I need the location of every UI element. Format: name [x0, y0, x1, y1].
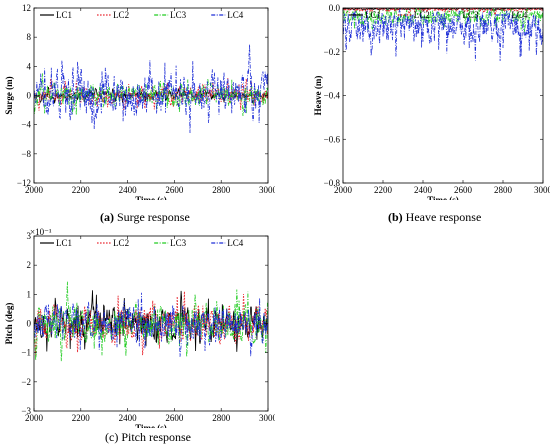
y-axis-label: Heave (m) [313, 76, 323, 116]
legend-label-lc2: LC2 [414, 10, 430, 20]
x-axis-label: Time (s) [135, 423, 167, 428]
legend-label-lc3: LC3 [170, 10, 187, 20]
y-tick-label: 3 [27, 231, 32, 241]
y-tick-label: 4 [27, 61, 32, 71]
y-axis-label: Pitch (deg) [4, 303, 14, 345]
y-tick-label: −1 [21, 348, 31, 358]
y-tick-label: −8 [21, 149, 31, 159]
series-line-lc3 [34, 281, 268, 362]
series-line-lc4 [343, 8, 543, 62]
series-line-lc4 [34, 292, 268, 357]
x-tick-label: 2400 [119, 413, 138, 423]
caption-pitch: (c) Pitch response [105, 430, 191, 445]
legend-label-lc2: LC2 [113, 10, 129, 20]
x-tick-label: 2600 [165, 185, 184, 195]
legend-label-lc2: LC2 [113, 238, 129, 248]
caption-text: Heave response [405, 210, 482, 224]
heave-chart: 2000 2200 2400 2600 2800 3000 −0.8 −0.6 −0.4 −0.2… [313, 3, 550, 200]
series-line-lc3 [343, 8, 543, 33]
legend-label-lc3: LC3 [463, 10, 480, 20]
legend: LC1 LC2 LC3 LC4 [40, 238, 244, 248]
series-line-lc4 [34, 44, 268, 134]
legend-label-lc4: LC4 [511, 10, 528, 20]
y-tick-label: −12 [17, 178, 31, 188]
y-tick-label: 8 [27, 32, 32, 42]
y-axis-label: Surge (m) [4, 76, 14, 114]
y-tick-label: −0.4 [324, 91, 341, 101]
surge-chart: 2000 2200 2400 2600 2800 3000 −12 −8 −4 0 4 8 12 Time… [4, 3, 275, 200]
legend: LC1 LC2 LC3 LC4 [349, 10, 528, 20]
caption-text: Pitch response [121, 430, 191, 444]
series-traces [34, 44, 268, 134]
x-tick-label: 3000 [534, 185, 550, 195]
x-tick-label: 2400 [119, 185, 138, 195]
y-tick-label: −0.8 [324, 178, 341, 188]
y-axis-multiplier: ×10⁻¹ [30, 228, 52, 237]
legend-label-lc1: LC1 [56, 10, 72, 20]
y-tick-label: −0.2 [324, 47, 340, 57]
series-traces [34, 281, 268, 362]
x-tick-label: 2600 [454, 185, 473, 195]
x-axis-label: Time (s) [427, 195, 459, 200]
y-tick-label: 0 [27, 91, 32, 101]
caption-label: (b) [388, 210, 403, 224]
y-tick-label: −3 [21, 406, 31, 416]
x-tick-label: 2200 [72, 413, 91, 423]
y-tick-label: 12 [22, 3, 31, 13]
x-tick-label: 2800 [494, 185, 513, 195]
legend-label-lc4: LC4 [227, 238, 244, 248]
pitch-chart: 2000 2200 2400 2600 2800 3000 −3 −2 −1 0 1 2 3 Time (… [4, 228, 275, 428]
x-tick-label: 2000 [334, 185, 353, 195]
y-tick-label: −0.6 [324, 134, 341, 144]
y-tick-label: −2 [21, 377, 31, 387]
caption-label: (c) [105, 430, 119, 444]
y-tick-label: 2 [27, 260, 32, 270]
caption-text: Surge response [117, 210, 190, 224]
x-tick-label: 2200 [72, 185, 91, 195]
caption-surge: (a) Surge response [100, 210, 190, 225]
legend: LC1 LC2 LC3 LC4 [40, 10, 244, 20]
x-tick-label: 2000 [25, 185, 44, 195]
caption-label: (a) [100, 210, 114, 224]
y-tick-label: 1 [27, 289, 32, 299]
series-line-lc2 [34, 78, 268, 111]
caption-heave: (b) Heave response [388, 210, 481, 225]
x-tick-label: 2800 [212, 413, 231, 423]
legend-label-lc3: LC3 [170, 238, 187, 248]
series-line-lc3 [34, 73, 268, 116]
x-tick-label: 2000 [25, 413, 44, 423]
x-tick-label: 3000 [259, 185, 275, 195]
legend-label-lc1: LC1 [56, 238, 72, 248]
x-tick-label: 2600 [165, 413, 184, 423]
y-tick-label: −4 [21, 120, 31, 130]
legend-label-lc1: LC1 [365, 10, 381, 20]
x-tick-label: 3000 [259, 413, 275, 423]
x-axis-label: Time (s) [135, 195, 167, 200]
y-tick-label: 0 [27, 319, 32, 329]
x-tick-label: 2200 [374, 185, 393, 195]
y-tick-label: 0.0 [329, 3, 341, 13]
legend-label-lc4: LC4 [227, 10, 244, 20]
x-tick-label: 2800 [212, 185, 231, 195]
x-tick-label: 2400 [414, 185, 433, 195]
